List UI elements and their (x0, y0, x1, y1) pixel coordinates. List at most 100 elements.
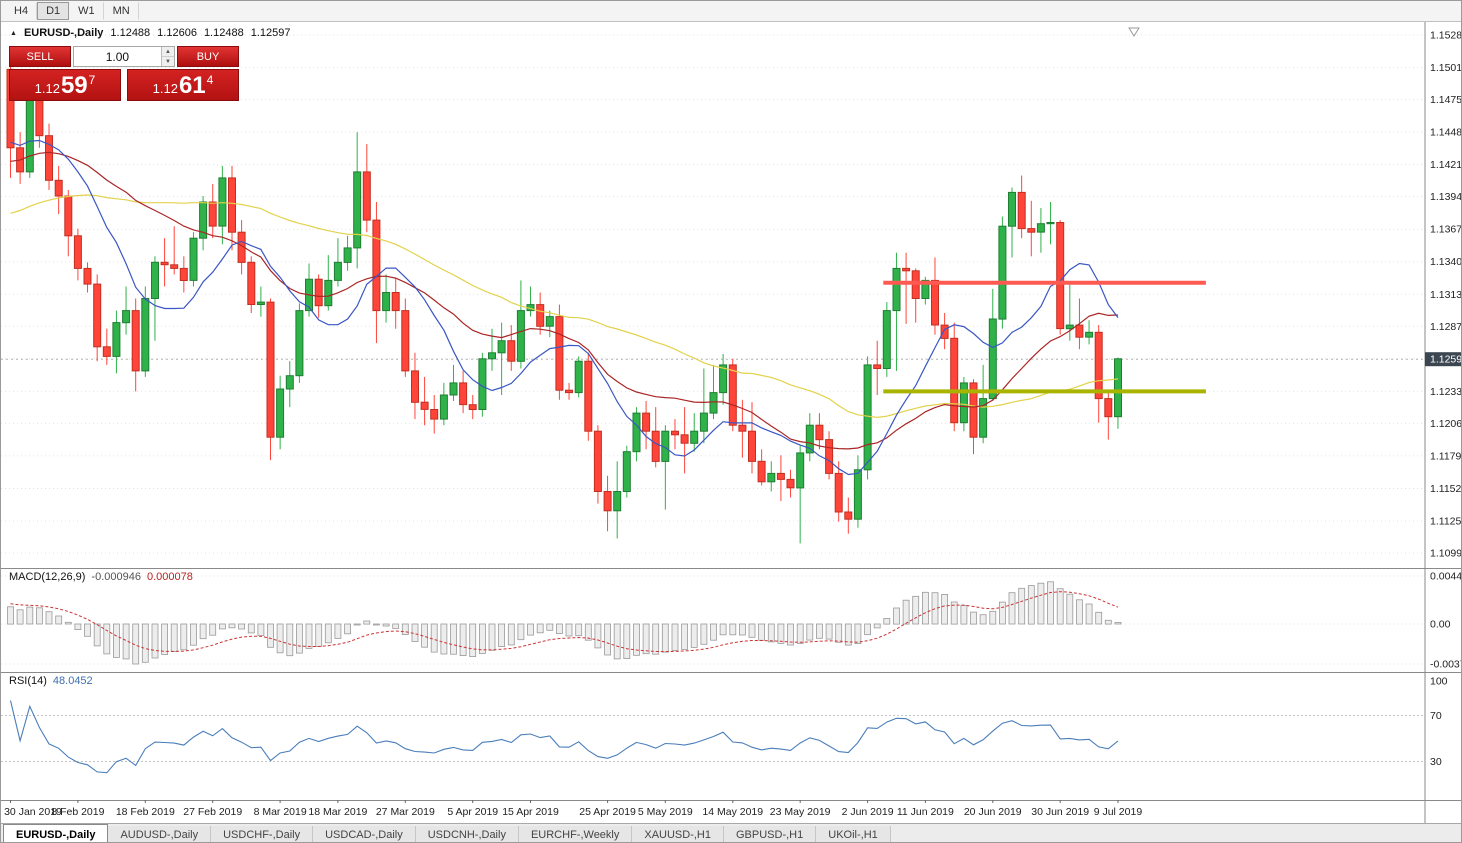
ohlc-high-value: 1.12606 (157, 27, 197, 39)
svg-text:1.13675: 1.13675 (1430, 224, 1462, 236)
ma_slow-line (10, 194, 1119, 419)
svg-text:-0.003715: -0.003715 (1430, 659, 1462, 671)
volume-spinner: ▲ ▼ (160, 47, 174, 66)
svg-text:1.12597: 1.12597 (1430, 354, 1462, 366)
svg-text:70: 70 (1430, 710, 1442, 722)
svg-text:27 Feb 2019: 27 Feb 2019 (183, 806, 242, 818)
svg-text:27 Mar 2019: 27 Mar 2019 (376, 806, 435, 818)
chart-symbol-label: EURUSD-,Daily (23, 27, 104, 39)
candlestick-layer[interactable] (6, 51, 1122, 544)
chart-tab-audusd-daily[interactable]: AUDUSD-,Daily (108, 826, 212, 842)
svg-text:18 Feb 2019: 18 Feb 2019 (116, 806, 175, 818)
chart-tab-ukoil-h1[interactable]: UKOil-,H1 (816, 826, 891, 842)
macd-indicator-label: MACD(12,26,9) -0.000946 0.000078 (9, 571, 193, 583)
svg-text:2 Jun 2019: 2 Jun 2019 (842, 806, 894, 818)
ma_fast-line (10, 139, 1119, 476)
timeframe-button-h4[interactable]: H4 (5, 2, 38, 20)
timeframe-toolbar: H4 D1 W1 MN (1, 1, 1461, 22)
chart-tab-usdcad-daily[interactable]: USDCAD-,Daily (313, 826, 416, 842)
buy-price-pips: 61 (178, 72, 206, 99)
rsi-indicator-label: RSI(14) 48.0452 (9, 675, 93, 687)
svg-text:9 Jul 2019: 9 Jul 2019 (1094, 806, 1143, 818)
sell-price-point: 7 (88, 73, 96, 87)
chart-tab-eurusd-daily[interactable]: EURUSD-,Daily (3, 824, 109, 842)
ohlc-low-value: 1.12488 (203, 27, 244, 39)
svg-text:0.004465: 0.004465 (1430, 571, 1462, 583)
timeframe-button-w1[interactable]: W1 (69, 2, 104, 20)
chart-tab-eurchf-weekly[interactable]: EURCHF-,Weekly (518, 826, 633, 842)
svg-text:1.15015: 1.15015 (1430, 62, 1462, 74)
buy-price-point: 4 (206, 73, 214, 87)
svg-text:18 Mar 2019: 18 Mar 2019 (308, 806, 367, 818)
rsi-name: RSI(14) (9, 675, 47, 687)
svg-text:0.00: 0.00 (1430, 619, 1451, 631)
svg-text:1.10990: 1.10990 (1430, 548, 1462, 560)
timeframe-button-d1[interactable]: D1 (37, 2, 70, 20)
volume-decrease-icon[interactable]: ▼ (161, 57, 174, 66)
svg-text:5 Apr 2019: 5 Apr 2019 (447, 806, 498, 818)
rsi-line (9, 700, 1119, 774)
svg-text:1.11795: 1.11795 (1430, 450, 1462, 462)
sell-price-pips: 59 (60, 72, 88, 99)
svg-text:1.14210: 1.14210 (1430, 159, 1462, 171)
ma_mid-line (10, 151, 1119, 450)
buy-button[interactable]: BUY (177, 46, 239, 67)
svg-text:1.14750: 1.14750 (1430, 94, 1462, 106)
buy-price-button[interactable]: 1.12 61 4 (127, 69, 239, 101)
chart-shift-marker[interactable] (1128, 27, 1140, 37)
svg-text:1.12065: 1.12065 (1430, 418, 1462, 430)
svg-text:1.13945: 1.13945 (1430, 191, 1462, 203)
svg-text:1.12870: 1.12870 (1430, 321, 1462, 333)
main-chart-canvas[interactable]: 1.15285 1.15015 1.14750 1.14480 1.14210 1.139… (1, 22, 1462, 568)
volume-increase-icon[interactable]: ▲ (161, 47, 174, 57)
svg-text:30 Jan 2019: 30 Jan 2019 (4, 806, 62, 818)
svg-text:14 May 2019: 14 May 2019 (702, 806, 763, 818)
svg-text:1.13135: 1.13135 (1430, 289, 1462, 301)
chart-tab-xauusd-h1[interactable]: XAUUSD-,H1 (632, 826, 724, 842)
macd-panel-canvas[interactable]: 0.004465 0.00 -0.003715 (1, 568, 1462, 672)
svg-text:1.13405: 1.13405 (1430, 256, 1462, 268)
svg-text:1.15285: 1.15285 (1430, 30, 1462, 42)
svg-text:1.11255: 1.11255 (1430, 516, 1462, 528)
rsi-value: 48.0452 (52, 675, 93, 687)
chart-header: ▲ EURUSD-,Daily 1.12488 1.12606 1.12488 … (10, 27, 290, 39)
svg-text:11 Jun 2019: 11 Jun 2019 (897, 806, 954, 818)
ohlc-close-value: 1.12597 (250, 27, 291, 39)
price-gridlines (1, 34, 1425, 554)
chart-tab-gbpusd-h1[interactable]: GBPUSD-,H1 (724, 826, 817, 842)
sell-price-prefix: 1.12 (34, 81, 60, 97)
current-price-label (1425, 352, 1461, 367)
svg-text:1.12330: 1.12330 (1430, 386, 1462, 398)
sell-button[interactable]: SELL (9, 46, 71, 67)
timeframe-button-mn[interactable]: MN (104, 2, 139, 20)
svg-text:1.11525: 1.11525 (1430, 483, 1462, 495)
svg-text:5 May 2019: 5 May 2019 (638, 806, 693, 818)
ohlc-open-value: 1.12488 (110, 27, 151, 39)
chart-tab-usdchf-daily[interactable]: USDCHF-,Daily (211, 826, 314, 842)
svg-text:25 Apr 2019: 25 Apr 2019 (579, 806, 636, 818)
svg-text:30: 30 (1430, 756, 1442, 768)
svg-text:100: 100 (1430, 676, 1448, 688)
svg-text:8 Feb 2019: 8 Feb 2019 (51, 806, 104, 818)
price-axis-labels[interactable]: 1.15285 1.15015 1.14750 1.14480 1.14210 1.139… (1430, 30, 1462, 560)
macd-main-value: -0.000946 (91, 571, 141, 583)
macd-signal-value: 0.000078 (146, 571, 193, 583)
svg-text:23 May 2019: 23 May 2019 (770, 806, 831, 818)
svg-text:15 Apr 2019: 15 Apr 2019 (502, 806, 559, 818)
svg-text:8 Mar 2019: 8 Mar 2019 (254, 806, 307, 818)
chart-tab-usdcnh-daily[interactable]: USDCNH-,Daily (415, 826, 519, 842)
volume-box: ▲ ▼ (73, 46, 175, 67)
buy-price-prefix: 1.12 (152, 81, 178, 97)
sell-price-button[interactable]: 1.12 59 7 (9, 69, 121, 101)
rsi-panel-canvas[interactable]: 100 70 30 (1, 672, 1462, 800)
collapse-trade-panel-icon[interactable]: ▲ (10, 29, 17, 37)
svg-text:1.14480: 1.14480 (1430, 127, 1462, 139)
volume-input[interactable] (74, 47, 161, 66)
chart-tab-bar: EURUSD-,Daily AUDUSD-,Daily USDCHF-,Daily U… (1, 823, 1461, 842)
macd-signal-line (10, 591, 1119, 653)
macd-histogram (7, 581, 1122, 665)
